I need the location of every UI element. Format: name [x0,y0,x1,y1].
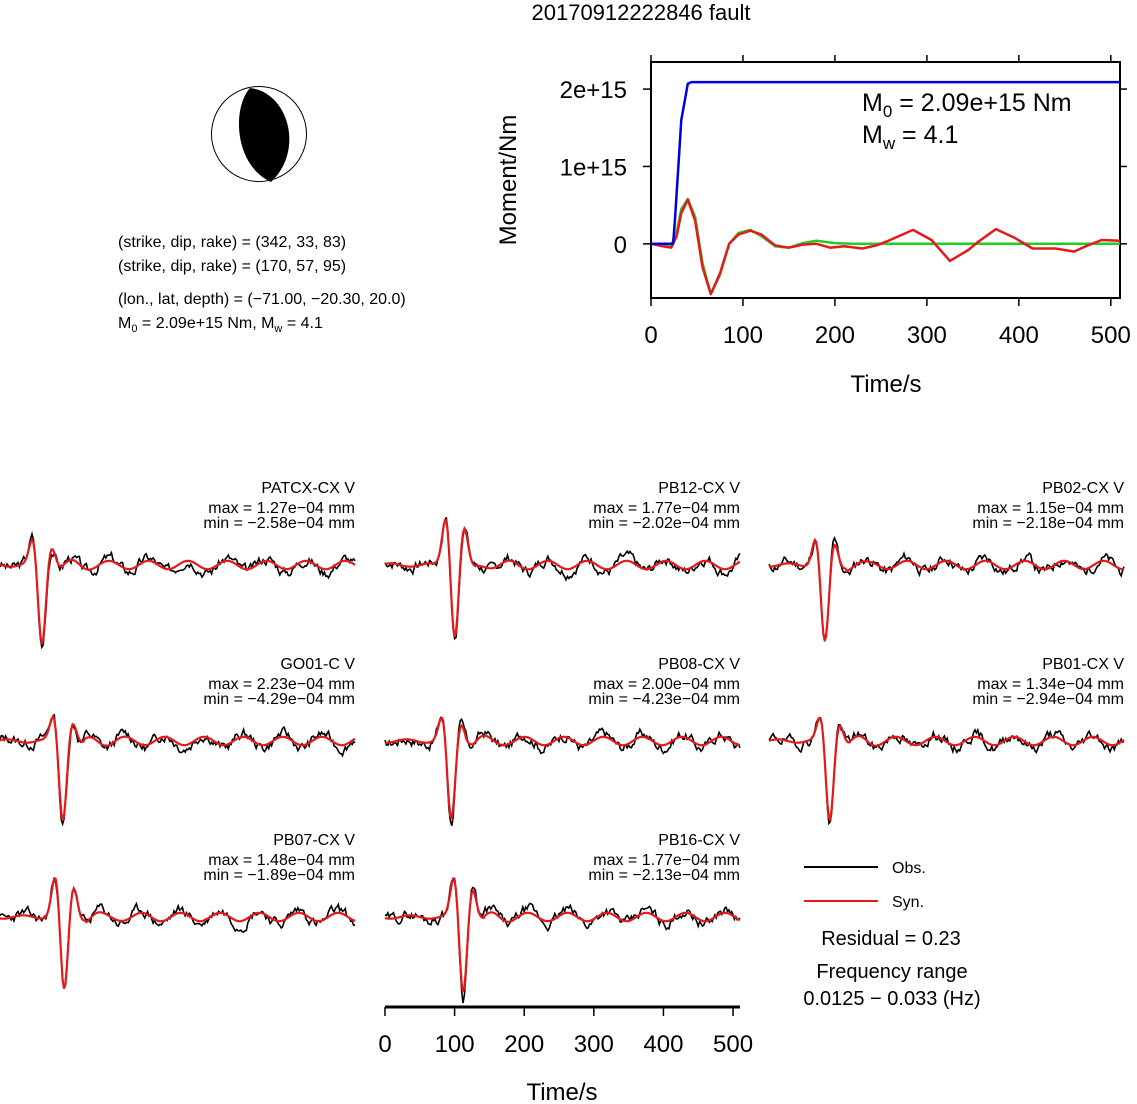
station-min: min = −2.13e−04 mm [588,867,740,884]
moment-annotation-mw: Mw = 4.1 [862,121,958,153]
observed-trace [0,713,356,827]
residual-text: Residual = 0.23 [821,928,961,950]
moment-plot-frame [650,61,1121,299]
station-name: GO01-C V [280,656,355,673]
frequency-range-value: 0.0125 − 0.033 (Hz) [803,988,980,1010]
waveform-x-tick-label: 500 [713,1031,753,1058]
waveform-x-tick-label: 200 [504,1031,544,1058]
moment-x-tick-label: 300 [907,322,947,349]
station-name: PB01-CX V [1042,656,1124,673]
waveform-time-axis: 0 100 200 300 400 500 [378,1005,753,1058]
observed-trace [384,877,741,1004]
station-min: min = −2.18e−04 mm [972,515,1124,532]
beachball [211,86,307,182]
station-max: max = 2.23e−04 mm [208,676,355,693]
moment-series [650,80,1121,296]
synthetic-trace [384,518,741,638]
moment-x-tick-label: 500 [1091,322,1131,349]
synthetic-trace [0,876,356,989]
synthetic-trace [768,716,1125,823]
observed-trace [384,716,741,827]
station-max: max = 2.00e−04 mm [593,676,740,693]
moment-series-green [650,197,1120,296]
moment-annotation-m0: M0 = 2.09e+15 Nm [862,89,1072,121]
waveform-x-tick-label: 0 [378,1031,391,1058]
station-max: max = 1.34e−04 mm [977,676,1124,693]
station-max: max = 1.77e−04 mm [593,500,740,517]
frequency-range-title: Frequency range [816,961,967,983]
station-name: PATCX-CX V [261,480,355,497]
synthetic-trace [0,714,356,821]
moment-x-tick-label: 0 [644,322,657,349]
station-min: min = −2.02e−04 mm [588,515,740,532]
legend: Obs. Syn. Residual = 0.23 Frequency rang… [803,860,980,1010]
synthetic-trace [768,537,1124,642]
station-min: min = −2.58e−04 mm [203,515,355,532]
station-min: min = −4.29e−04 mm [203,691,355,708]
source-location: (lon., lat, depth) = (−71.00, −20.30, 20… [118,291,406,308]
station-min: min = −4.23e−04 mm [588,691,740,708]
station-name: PB02-CX V [1042,480,1124,497]
waveform-x-axis-label: Time/s [526,1079,597,1104]
observed-trace [384,517,741,641]
moment-series-cumulative [651,80,1120,246]
figure-title: 20170912222846 fault [532,0,751,25]
waveform-x-tick-label: 300 [574,1031,614,1058]
station-max: max = 1.77e−04 mm [593,852,740,869]
synthetic-trace [0,537,356,644]
moment-y-axis-label: Moment/Nm [495,115,522,246]
station-name: PB08-CX V [658,656,740,673]
waveform-x-tick-label: 100 [435,1031,475,1058]
legend-obs-label: Obs. [892,860,926,877]
moment-series-red [650,198,1121,296]
station-name: PB12-CX V [658,480,740,497]
station-name: PB07-CX V [273,832,355,849]
station-name: PB16-CX V [658,832,740,849]
station-min: min = −1.89e−04 mm [203,867,355,884]
station-max: max = 1.15e−04 mm [977,500,1124,517]
source-moment: M0 = 2.09e+15 Nm, Mw = 4.1 [118,315,323,335]
beachball-compressional-quadrant [238,88,290,182]
synthetic-trace [384,876,741,993]
fault-plane-1: (strike, dip, rake) = (342, 33, 83) [118,234,346,251]
legend-syn-label: Syn. [892,894,924,911]
waveform-x-tick-label: 400 [643,1031,683,1058]
observed-trace [0,878,356,989]
moment-y-tick-label: 2e+15 [560,77,627,104]
station-max: max = 1.27e−04 mm [208,500,355,517]
moment-axes: 0 100 200 300 400 500 0 1e+15 2e+15 [560,55,1131,349]
station-min: min = −2.94e−04 mm [972,691,1124,708]
moment-x-axis-label: Time/s [850,371,921,398]
moment-panel: 0 100 200 300 400 500 0 1e+15 2e+15 M0 = 2.09e+1… [495,55,1131,398]
moment-y-tick-label: 0 [614,232,627,259]
synthetic-trace [384,716,741,821]
station-max: max = 1.48e−04 mm [208,852,355,869]
fault-plane-2: (strike, dip, rake) = (170, 57, 95) [118,258,346,275]
moment-y-tick-label: 1e+15 [560,154,627,181]
moment-x-tick-label: 200 [815,322,855,349]
moment-x-tick-label: 400 [999,322,1039,349]
moment-x-tick-label: 100 [723,322,763,349]
